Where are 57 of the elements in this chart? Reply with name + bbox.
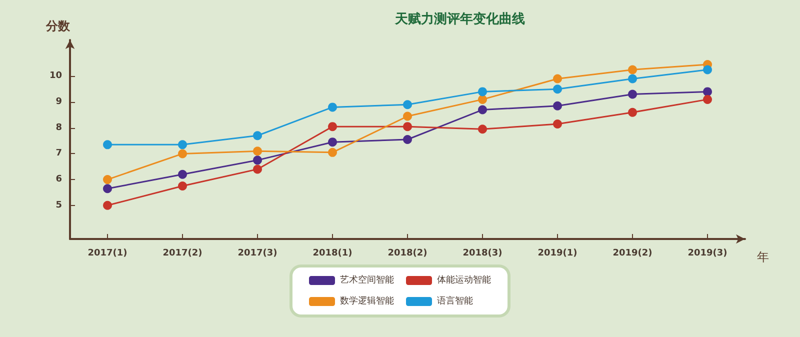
legend-label: 艺术空间智能 — [340, 274, 394, 286]
y-tick-label: 7 — [56, 148, 62, 159]
point — [628, 74, 637, 84]
y-tick-label: 6 — [56, 174, 62, 185]
point — [478, 87, 487, 96]
point — [628, 108, 637, 117]
x-tick-label: 2018(1) — [312, 248, 352, 258]
point — [328, 102, 337, 112]
x-tick-label: 2017(2) — [162, 248, 202, 258]
point — [253, 131, 262, 140]
point — [553, 74, 562, 84]
point — [253, 156, 262, 165]
point — [553, 119, 562, 128]
point — [103, 175, 112, 184]
point — [403, 122, 412, 132]
x-tick-label: 2017(3) — [238, 248, 278, 258]
point — [478, 124, 487, 134]
point — [328, 138, 337, 147]
x-tick-label: 2017(1) — [88, 248, 128, 258]
point — [403, 135, 412, 144]
y-tick-label: 10 — [49, 71, 62, 82]
point — [178, 149, 187, 158]
point — [628, 65, 637, 74]
x-axis-title: 年 — [757, 250, 769, 264]
point — [328, 148, 337, 157]
x-tick-label: 2019(2) — [612, 248, 652, 258]
point — [703, 94, 712, 104]
y-axis-title: 分数 — [45, 19, 71, 33]
x-tick-label: 2019(1) — [538, 248, 578, 258]
point — [703, 87, 712, 96]
point — [328, 122, 337, 132]
point — [553, 84, 562, 94]
point — [478, 94, 487, 104]
y-tick-label: 8 — [56, 122, 62, 133]
point — [403, 112, 412, 121]
point — [703, 65, 712, 74]
legend-label: 数学逻辑智能 — [340, 296, 394, 306]
x-tick-label: 2019(3) — [688, 248, 728, 258]
point — [403, 100, 412, 110]
point — [178, 140, 187, 150]
point — [103, 200, 112, 210]
chart-title: 天赋力测评年变化曲线 — [394, 11, 525, 27]
point — [553, 101, 562, 110]
y-tick-label: 9 — [56, 97, 62, 108]
x-tick-label: 2018(2) — [388, 248, 428, 258]
point — [478, 105, 487, 114]
legend-label: 语言智能 — [437, 296, 473, 306]
point — [253, 164, 262, 174]
point — [178, 170, 187, 179]
point — [628, 90, 637, 99]
point — [103, 140, 112, 150]
x-tick-label: 2018(3) — [462, 248, 502, 258]
point — [178, 182, 187, 191]
y-tick-label: 5 — [56, 200, 62, 210]
legend-label: 体能运动智能 — [437, 274, 491, 286]
point — [253, 146, 262, 156]
point — [103, 184, 112, 194]
